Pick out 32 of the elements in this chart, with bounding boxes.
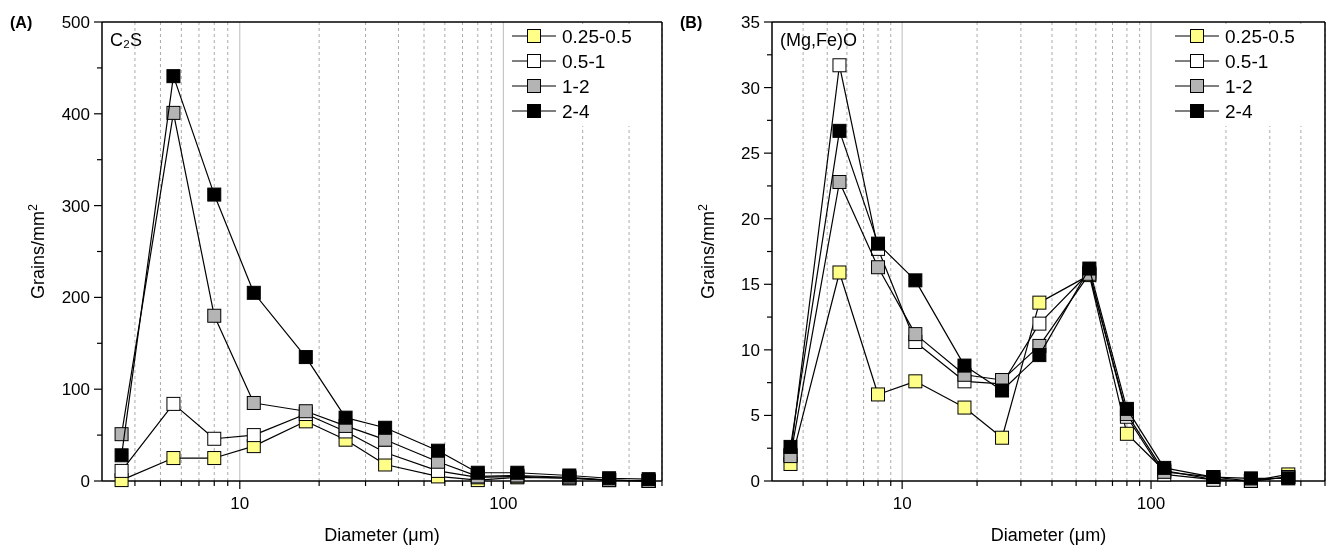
legend-label: 2-4 xyxy=(562,101,590,122)
x-tick-label: 100 xyxy=(1136,494,1166,513)
y-tick-label: 5 xyxy=(750,406,760,426)
y-tick-label: 500 xyxy=(61,13,90,32)
x-axis-title: Diameter (μm) xyxy=(990,525,1107,545)
y-tick-label: 30 xyxy=(741,78,760,98)
chart-title: (A) xyxy=(10,14,33,31)
y-tick-label: 200 xyxy=(61,288,90,308)
x-tick-label: 10 xyxy=(230,494,250,513)
y-tick-label: 10 xyxy=(741,340,760,360)
legend-label: 2-4 xyxy=(1225,101,1253,122)
y-tick-label: 400 xyxy=(61,104,90,124)
y-tick-label: 100 xyxy=(61,380,90,400)
chart-title: (B) xyxy=(680,14,703,31)
y-tick-label: 35 xyxy=(741,13,760,32)
legend-label: 0.5-1 xyxy=(562,51,606,72)
y-tick-label: 15 xyxy=(741,275,760,295)
x-axis-title: Diameter (μm) xyxy=(324,525,440,545)
x-tick-label: 10 xyxy=(892,494,912,513)
annotation: (Mg,Fe)O xyxy=(780,30,858,50)
legend-label: 0.25-0.5 xyxy=(562,26,632,47)
legend-label: 1-2 xyxy=(562,76,590,97)
y-tick-label: 25 xyxy=(741,144,760,164)
y-tick-label: 0 xyxy=(750,472,760,491)
y-tick-label: 300 xyxy=(61,196,90,216)
legend-label: 0.5-1 xyxy=(1225,51,1269,72)
x-tick-label: 100 xyxy=(489,494,518,513)
y-tick-label: 0 xyxy=(80,472,90,491)
legend-label: 1-2 xyxy=(1225,76,1253,97)
annotation: C₂S xyxy=(110,30,142,50)
y-tick-label: 20 xyxy=(741,209,760,229)
legend-label: 0.25-0.5 xyxy=(1225,26,1295,47)
